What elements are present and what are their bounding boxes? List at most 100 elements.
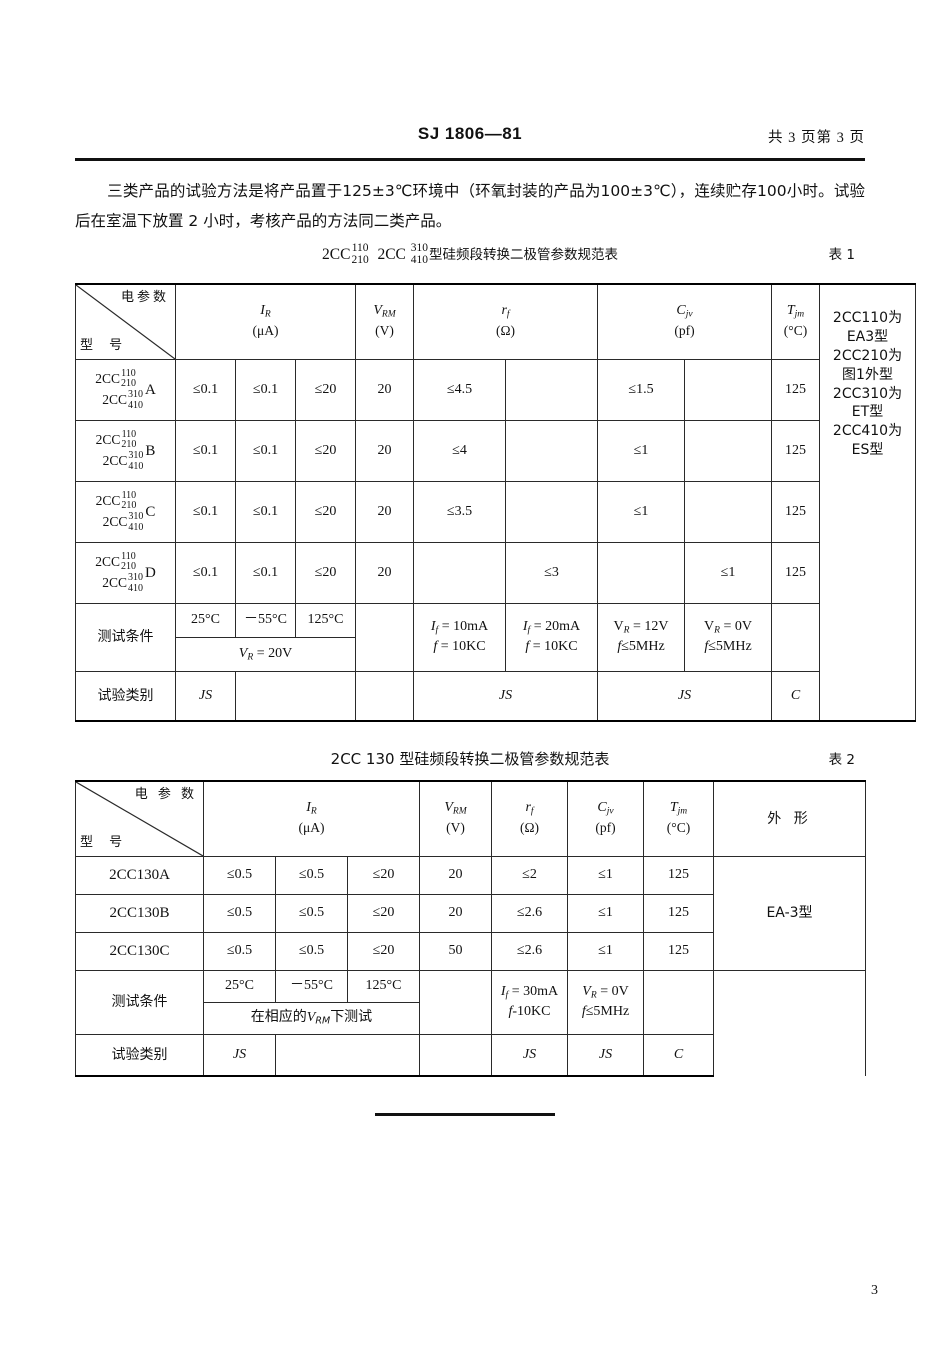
t1-ir-symbol: I	[260, 303, 265, 319]
model-suffix: C	[145, 503, 156, 520]
cell-ir1: ≤0.1	[175, 542, 236, 604]
cell-cjv: ≤1	[567, 856, 644, 895]
cond-temp-m55: －55°C	[235, 603, 296, 638]
cell-vrm: 20	[419, 894, 492, 933]
type-rf: JS	[491, 1034, 568, 1077]
paragraph-text: 三类产品的试验方法是将产品置于125±3℃环境中（环氧封装的产品为100±3℃）…	[75, 182, 865, 230]
table2-header-row: 电 参 数 型 号 IR (μA) VRM (V) rf (Ω) Cjv (pf…	[75, 780, 866, 857]
table2-test-type-row: 试验类别 JS JS JS C	[75, 1034, 866, 1077]
table2-shape-value: EA-3型	[713, 856, 866, 971]
table1-test-type-row: 试验类别 JS JS JS C	[75, 671, 916, 722]
table1-model-cell: 2CC 110 210 2CC 310 410 A	[75, 359, 176, 421]
body-paragraph: 三类产品的试验方法是将产品置于125±3℃环境中（环氧封装的产品为100±3℃）…	[75, 176, 865, 236]
t2-rf-sub: f	[530, 806, 534, 817]
cell-ir2: ≤0.1	[235, 481, 296, 543]
shape-line-6: 2CC410为	[832, 423, 903, 440]
model-suffix: B	[145, 442, 156, 459]
cell-rf: ≤2.6	[491, 894, 568, 933]
cell-cjv2	[684, 420, 772, 482]
cell-cjv2: ≤1	[684, 542, 772, 604]
page-number: 3	[871, 1283, 878, 1298]
model-line1: 2CC 110 210	[95, 429, 137, 451]
cell-cjv2	[684, 481, 772, 543]
shape-line-1: EA3型	[846, 328, 889, 345]
type-tjm: C	[643, 1034, 714, 1077]
cell-cjv: ≤1	[567, 894, 644, 933]
table2-model-cell: 2CC130A	[75, 856, 204, 895]
cell-ir1: ≤0.1	[175, 359, 236, 421]
cell-cjv1: ≤1.5	[597, 359, 685, 421]
table-row: 2CC 110 210 2CC 310 410 A ≤0.1 ≤0.1 ≤20 20 ≤…	[75, 359, 916, 421]
table2-model-cell: 2CC130C	[75, 932, 204, 971]
t1-cap-suffix: 型硅频段转换二极管参数规范表	[428, 247, 618, 263]
table2-corner-param: 电 参 数	[134, 787, 197, 802]
t1-cjv-symbol: C	[676, 303, 686, 319]
t2-rf-symbol: r	[525, 800, 531, 816]
t1-vrm-symbol: V	[373, 303, 382, 319]
t2-ir-unit: (μA)	[298, 819, 325, 835]
table1-model-cell: 2CC 110 210 2CC 310 410 D	[75, 542, 176, 604]
cond-temp-125: 125°C	[347, 970, 420, 1003]
cell-rf2	[505, 420, 598, 482]
t1-ir-sub: R	[264, 309, 271, 320]
standard-number: SJ 1806—81	[417, 124, 523, 143]
t1-rf-sub: f	[506, 309, 510, 320]
test-condition-label: 测试条件	[75, 970, 204, 1035]
table2-number: 表 2	[828, 752, 855, 768]
table2-caption: 2CC 130 型硅频段转换二极管参数规范表 表 2	[75, 748, 865, 769]
t1-vrm-sub: RM	[381, 309, 396, 320]
table1-test-condition-row2: VR = 20V	[76, 637, 916, 672]
type-blank1	[235, 671, 296, 722]
t2-vrm-sub: RM	[452, 806, 467, 817]
table1-test-condition-row: 测试条件 25°C －55°C 125°C If = 10mA f = 10KC…	[75, 603, 916, 672]
type-blank2	[295, 671, 356, 722]
cell-ir1: ≤0.5	[203, 894, 276, 933]
test-type-label: 试验类别	[75, 671, 176, 722]
cell-rf2	[505, 481, 598, 543]
t1-cjv-sub: jv	[685, 309, 693, 320]
type-vrm-blank	[355, 671, 414, 722]
shape-line-0: 2CC110为	[832, 310, 903, 326]
t2-vrm-unit: (V)	[446, 819, 465, 835]
cell-ir2: ≤0.5	[275, 932, 348, 971]
t2-ir-symbol: I	[306, 800, 311, 816]
cell-ir3: ≤20	[295, 481, 356, 543]
page-count-label: 共 3 页第 3 页	[768, 130, 865, 146]
cell-ir3: ≤20	[347, 894, 420, 933]
t1-ir-unit: (μA)	[252, 322, 279, 338]
type-tjm: C	[771, 671, 820, 722]
cond-vrm-note: 在相应的VRM下测试	[203, 1002, 420, 1035]
type-blank1	[275, 1034, 348, 1077]
cell-ir2: ≤0.5	[275, 894, 348, 933]
t1-cap-frac2: 310 410	[410, 242, 428, 266]
t1-cjv-unit: (pf)	[674, 322, 695, 338]
header-rule	[75, 158, 865, 161]
cell-cjv1: ≤1	[597, 481, 685, 543]
t2-ir-sub: R	[310, 806, 317, 817]
model-line2: 2CC 310 410	[102, 572, 143, 594]
table2-test-condition-row2: 在相应的VRM下测试	[76, 1002, 866, 1035]
type-vrm-blank	[419, 1034, 492, 1077]
model-line2: 2CC 310 410	[102, 389, 143, 411]
cell-vrm: 20	[355, 359, 414, 421]
cell-ir3: ≤20	[295, 359, 356, 421]
cell-ir2: ≤0.1	[235, 420, 296, 482]
cond-tjm-blank	[643, 970, 714, 1035]
cell-tjm: 125	[643, 932, 714, 971]
t2-cjv-sub: jv	[606, 806, 614, 817]
page-header: SJ 1806—81 共 3 页第 3 页	[75, 124, 865, 150]
table2-corner-model: 型 号	[80, 835, 129, 851]
table1: 电参数 型 号 IR (μA) VRM (V) rf (Ω) Cjv (pf) …	[75, 283, 916, 722]
cell-rf1	[413, 542, 506, 604]
table1-number: 表 1	[828, 247, 855, 263]
table1-shape-column: 2CC110为 EA3型 2CC210为 图1外型 2CC310为 ET型 2C…	[819, 283, 916, 672]
cond-temp-25: 25°C	[175, 603, 236, 638]
test-condition-label: 测试条件	[75, 603, 176, 672]
model-line1: 2CC 110 210	[95, 551, 136, 573]
type-cjv: JS	[597, 671, 772, 722]
model-designation: 2CC 110 210 2CC 310 410 B	[78, 421, 173, 481]
cell-ir1: ≤0.1	[175, 481, 236, 543]
shape-line-2: 2CC210为	[832, 347, 903, 364]
shape-line-3: 图1外型	[842, 366, 893, 383]
